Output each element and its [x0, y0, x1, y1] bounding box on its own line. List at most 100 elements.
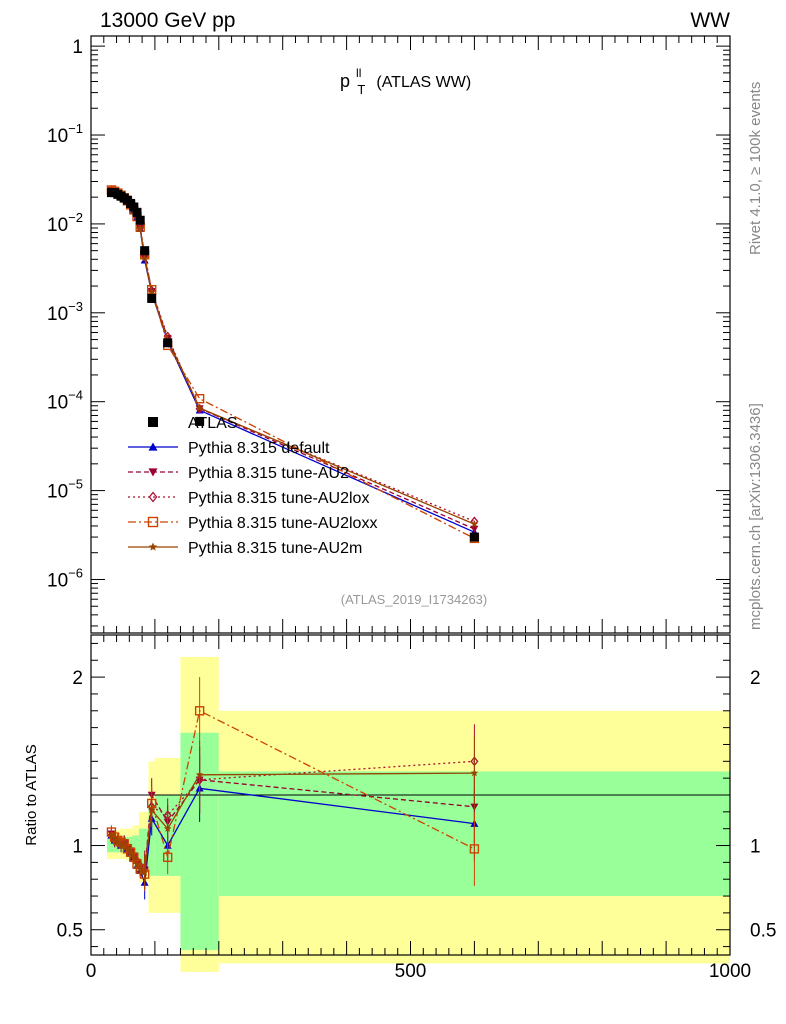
- ratio-series-layer: [106, 677, 480, 900]
- x-tick-labels: 0 500 1000: [86, 961, 751, 982]
- ratio-point-AU2loxx: [469, 844, 480, 854]
- ratio-point-AU2m: [126, 848, 135, 856]
- legend-label-AU2m: Pythia 8.315 tune-AU2m: [188, 540, 362, 557]
- ratio-y-tick-label-right: 0.5: [750, 921, 776, 942]
- ratio-y-tick-labels: 0.5 0.5 1 1 2 2: [57, 668, 777, 942]
- legend-label-default: Pythia 8.315 default: [188, 440, 330, 457]
- main-line-AU2loxx: [111, 189, 475, 539]
- main-point-data: [132, 207, 142, 217]
- y-tick-label: 10−4: [47, 388, 83, 414]
- main-point-AU2: [470, 525, 479, 533]
- y-tick-label-base: 10: [47, 126, 68, 147]
- main-frame: [90, 35, 731, 634]
- ratio-y-tick-label: 0.5: [57, 921, 83, 942]
- ratio-y-axis-label: Ratio to ATLAS: [23, 744, 40, 845]
- ratio-point-AU2m: [130, 853, 138, 861]
- y-tick-label-exp: −4: [68, 388, 83, 403]
- ratio-y-tick-label-right: 2: [750, 668, 761, 689]
- main-point-data: [129, 202, 139, 212]
- ratio-point-AU2m: [470, 769, 479, 777]
- ratio-band-green: [148, 803, 155, 876]
- ratio-point-AU2m: [133, 860, 141, 868]
- x-tick-label: 0: [86, 961, 97, 982]
- y-tick-label-exp: −6: [68, 565, 83, 580]
- ratio-band-green: [106, 838, 114, 853]
- ratio-point-AU2m: [114, 838, 122, 846]
- y-tick-label-base: 10: [47, 304, 68, 325]
- legend-marker-default: [148, 442, 158, 451]
- y-tick-label-exp: −5: [68, 477, 83, 492]
- plot-title-rest: (ATLAS WW): [376, 74, 471, 91]
- x-tick-label: 1000: [709, 961, 751, 982]
- y-tick-label: 1: [72, 37, 83, 58]
- main-axis-ticks: [90, 36, 731, 633]
- ratio-y-tick-label: 2: [72, 668, 83, 689]
- ratio-uncertainty-bands: [106, 656, 731, 972]
- legend: ATLAS Pythia 8.315 default Pythia 8.315 tu…: [128, 415, 377, 557]
- main-point-AU2m: [136, 224, 144, 232]
- y-tick-label-base: 10: [47, 215, 68, 236]
- y-tick-label: 10−5: [47, 477, 83, 503]
- ratio-point-AU2m: [136, 865, 144, 873]
- y-tick-label-base: 10: [47, 482, 68, 503]
- plot-title-main: p: [340, 71, 350, 91]
- ratio-point-AU2loxx: [194, 706, 205, 716]
- ratio-panel: 0.5 0.5 1 1 2 2 0 500 1000 Ratio to ATLAS: [23, 634, 777, 982]
- y-tick-label-base: 10: [47, 393, 68, 414]
- y-tick-label: 10−6: [47, 565, 83, 591]
- mcplots-label: mcplots.cern.ch [arXiv:1306.3436]: [747, 403, 764, 630]
- y-tick-label-exp: −1: [68, 121, 83, 136]
- ratio-point-AU2loxx: [162, 852, 173, 863]
- legend-marker-AU2lox: [148, 491, 158, 503]
- main-panel: 110−110−210−310−410−510−6 p ll T (ATLAS …: [47, 35, 731, 634]
- plot-title-sub: T: [357, 82, 365, 97]
- ratio-point-AU2m: [120, 839, 128, 848]
- main-point-data: [469, 532, 479, 542]
- x-tick-label: 500: [395, 961, 427, 982]
- main-point-data: [147, 293, 157, 303]
- legend-label-AU2: Pythia 8.315 tune-AU2: [188, 465, 349, 482]
- main-series-layer: [106, 185, 480, 544]
- y-tick-label: 10−2: [47, 210, 83, 236]
- main-point-AU2m: [195, 404, 204, 412]
- ratio-y-tick-label: 1: [72, 837, 83, 858]
- energy-label: 13000 GeV pp: [100, 9, 235, 32]
- rivet-version-label: Rivet 4.1.0, ≥ 100k events: [747, 82, 764, 255]
- ratio-point-AU2m: [195, 770, 204, 778]
- main-point-AU2m: [140, 254, 149, 262]
- plot-title: p ll T (ATLAS WW): [340, 61, 471, 98]
- ratio-y-tick-label-right: 1: [750, 837, 761, 858]
- ratio-point-AU2m: [107, 831, 116, 839]
- legend-marker-AU2: [148, 468, 158, 477]
- legend-label-data: ATLAS: [188, 415, 238, 432]
- legend-marker-AU2m: [148, 542, 158, 551]
- main-point-data: [135, 215, 145, 225]
- y-tick-label-base: 10: [47, 570, 68, 591]
- main-point-AU2m: [147, 287, 156, 296]
- main-point-data: [163, 338, 173, 348]
- y-tick-label: 10−3: [47, 299, 83, 325]
- main-point-AU2m: [470, 520, 479, 528]
- ratio-point-AU2m: [117, 841, 125, 849]
- y-tick-label: 10−1: [47, 121, 83, 147]
- legend-label-AU2loxx: Pythia 8.315 tune-AU2loxx: [188, 515, 377, 532]
- ratio-band-green: [132, 835, 139, 856]
- legend-marker-AU2loxx: [147, 516, 159, 528]
- analysis-id: (ATLAS_2019_I1734263): [341, 592, 487, 607]
- ratio-point-AU2m: [163, 824, 172, 832]
- process-label: WW: [690, 9, 730, 32]
- y-tick-label-exp: −3: [68, 299, 83, 314]
- legend-label-AU2lox: Pythia 8.315 tune-AU2lox: [188, 490, 369, 507]
- ratio-point-AU2m: [147, 806, 156, 814]
- main-y-tick-labels: 110−110−210−310−410−510−6: [47, 37, 83, 591]
- y-tick-label-exp: −2: [68, 210, 83, 225]
- main-point-data: [140, 246, 150, 256]
- main-point-data: [195, 416, 205, 426]
- ratio-point-AU2m: [123, 844, 132, 853]
- legend-marker-data: [148, 417, 158, 427]
- ratio-band-green: [138, 828, 149, 866]
- ratio-point-AU2m: [140, 868, 149, 876]
- ratio-point-AU2m: [110, 834, 119, 842]
- plot-title-sup: ll: [356, 66, 361, 80]
